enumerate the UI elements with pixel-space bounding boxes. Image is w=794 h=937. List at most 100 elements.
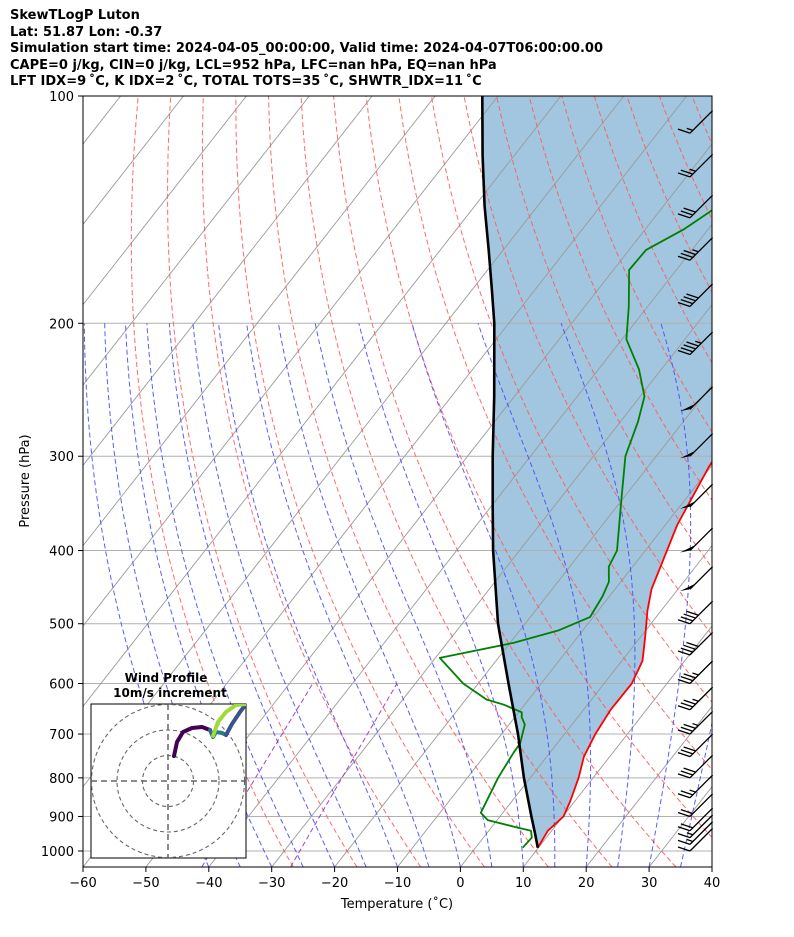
barb-half	[692, 698, 699, 702]
moist-adiabat	[168, 323, 336, 867]
barb-staff	[689, 814, 714, 839]
barb-half	[686, 127, 694, 131]
y-tick-label: 700	[49, 728, 74, 743]
isotherm	[83, 96, 436, 547]
barb-full	[677, 213, 691, 219]
barb-staff	[689, 600, 714, 625]
isotherm	[83, 96, 373, 467]
barb-staff	[689, 774, 714, 799]
barb-full	[677, 255, 691, 261]
mixing-ratio-line	[290, 683, 398, 867]
barb-full	[677, 793, 691, 799]
dry-adiabat	[528, 96, 712, 501]
dry-adiabat	[790, 96, 794, 867]
wind-barb	[677, 600, 714, 625]
barb-full	[683, 723, 696, 730]
wind-barb	[677, 807, 714, 832]
barb-pennant	[680, 583, 696, 592]
barb-half	[689, 168, 696, 172]
axis-ticks: −60 −50 −40 −30 −20 −10 0 10 20 30 40 100 200 300 400 5…	[41, 90, 720, 891]
barb-full	[686, 610, 699, 616]
moist-adiabat	[218, 323, 398, 867]
barb-full	[677, 172, 691, 178]
barb-pennant	[680, 544, 696, 553]
barb-full	[677, 752, 691, 758]
moist-adiabat	[648, 323, 692, 867]
dry-adiabat	[333, 96, 677, 867]
barb-full	[677, 128, 691, 134]
barb-staff	[689, 807, 714, 832]
barb-full	[683, 673, 696, 679]
barb-full	[677, 839, 691, 845]
barb-full	[677, 349, 691, 356]
barb-full	[677, 650, 691, 656]
dry-adiabat	[757, 96, 794, 867]
barb-full	[680, 790, 694, 796]
wind-barb	[677, 814, 714, 839]
barb-full	[686, 641, 699, 648]
cape-area	[482, 96, 712, 848]
barb-full	[680, 676, 694, 682]
barb-staff	[689, 827, 714, 852]
dewpoint-line	[438, 209, 712, 849]
wind-barb	[677, 631, 714, 656]
barb-full	[683, 207, 696, 213]
barb-staff	[689, 153, 714, 178]
dry-adiabat	[300, 96, 613, 867]
isotherm	[711, 866, 712, 867]
indices-line: LFT IDX=9 ˚C, K IDX=2 ˚C, TOTAL TOTS=35 …	[10, 74, 482, 89]
y-tick-label: 800	[49, 772, 74, 787]
wind-barb	[677, 821, 714, 845]
barb-full	[680, 252, 694, 258]
barb-full	[677, 729, 691, 735]
x-tick-label: −40	[195, 876, 222, 891]
x-tick-label: 10	[515, 876, 532, 891]
barb-full	[680, 210, 694, 216]
barb-full	[683, 344, 696, 350]
barb-staff	[689, 110, 714, 134]
wind-barb	[677, 237, 714, 261]
dry-adiabat	[430, 96, 712, 703]
barb-full	[680, 616, 694, 622]
dry-adiabat	[201, 96, 422, 867]
isotherm	[460, 544, 712, 867]
isotherm	[775, 96, 794, 867]
barb-full	[683, 644, 696, 650]
barb-full	[680, 169, 694, 175]
barb-pennant	[680, 403, 696, 412]
cape-fill	[482, 96, 712, 848]
dry-adiabat	[268, 96, 549, 867]
temperature-line	[537, 460, 712, 849]
barb-half	[689, 789, 696, 793]
wind-barb	[677, 153, 714, 178]
y-tick-label: 900	[49, 810, 74, 825]
barb-staff	[689, 283, 714, 307]
x-axis-label: Temperature (˚C)	[340, 896, 453, 912]
barb-full	[677, 811, 691, 818]
wind-barb	[677, 754, 714, 779]
barb-full	[677, 705, 691, 711]
barb-full	[680, 770, 694, 776]
isotherm	[145, 143, 712, 867]
isotherm	[83, 96, 247, 306]
hodograph-title: Wind Profile	[125, 671, 208, 685]
y-tick-label: 100	[49, 90, 74, 105]
profile-lines	[438, 96, 712, 849]
wind-barb	[677, 194, 714, 219]
barb-full	[677, 301, 691, 308]
moist-adiabat	[125, 323, 273, 867]
barb-full	[683, 699, 696, 705]
barb-full	[680, 299, 694, 305]
isotherm	[585, 705, 712, 867]
wind-barb	[680, 566, 714, 592]
dry-adiabat	[130, 96, 294, 867]
x-tick-label: 20	[578, 876, 595, 891]
y-tick-label: 200	[49, 317, 74, 332]
dry-adiabat	[496, 96, 712, 569]
x-tick-label: −50	[132, 876, 159, 891]
y-tick-label: 500	[49, 618, 74, 633]
barb-half	[695, 340, 702, 344]
moist-adiabat	[358, 323, 524, 867]
wind-barbs	[677, 110, 714, 852]
